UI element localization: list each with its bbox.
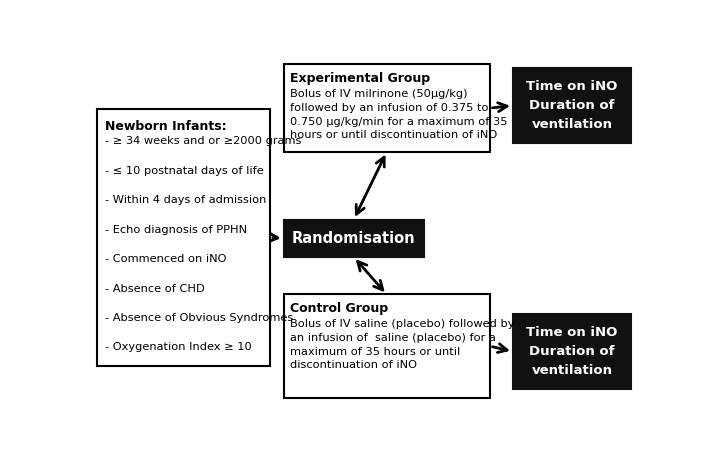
FancyBboxPatch shape [513,68,631,143]
FancyBboxPatch shape [513,314,631,389]
FancyBboxPatch shape [284,219,424,257]
Text: - Absence of Obvious Syndromes: - Absence of Obvious Syndromes [104,313,293,323]
FancyBboxPatch shape [284,64,490,152]
Text: Bolus of IV milrinone (50μg/kg)
followed by an infusion of 0.375 to
0.750 μg/kg/: Bolus of IV milrinone (50μg/kg) followed… [290,89,508,140]
Text: - Absence of CHD: - Absence of CHD [104,283,204,294]
Text: Control Group: Control Group [290,302,389,315]
FancyBboxPatch shape [97,109,270,366]
Text: Experimental Group: Experimental Group [290,72,430,85]
Text: - Oxygenation Index ≥ 10: - Oxygenation Index ≥ 10 [104,342,251,352]
Text: Time on iNO
Duration of
ventilation: Time on iNO Duration of ventilation [526,326,618,377]
Text: Newborn Infants:: Newborn Infants: [104,120,226,133]
FancyBboxPatch shape [284,294,490,398]
Text: Time on iNO
Duration of
ventilation: Time on iNO Duration of ventilation [526,80,618,131]
Text: - ≥ 34 weeks and or ≥2000 grams: - ≥ 34 weeks and or ≥2000 grams [104,137,301,146]
Text: - Echo diagnosis of PPHN: - Echo diagnosis of PPHN [104,225,247,235]
Text: - Within 4 days of admission: - Within 4 days of admission [104,195,266,205]
Text: Randomisation: Randomisation [292,231,415,246]
Text: - ≤ 10 postnatal days of life: - ≤ 10 postnatal days of life [104,166,263,176]
Text: - Commenced on iNO: - Commenced on iNO [104,254,226,264]
Text: Bolus of IV saline (placebo) followed by
an infusion of  saline (placebo) for a
: Bolus of IV saline (placebo) followed by… [290,319,515,370]
